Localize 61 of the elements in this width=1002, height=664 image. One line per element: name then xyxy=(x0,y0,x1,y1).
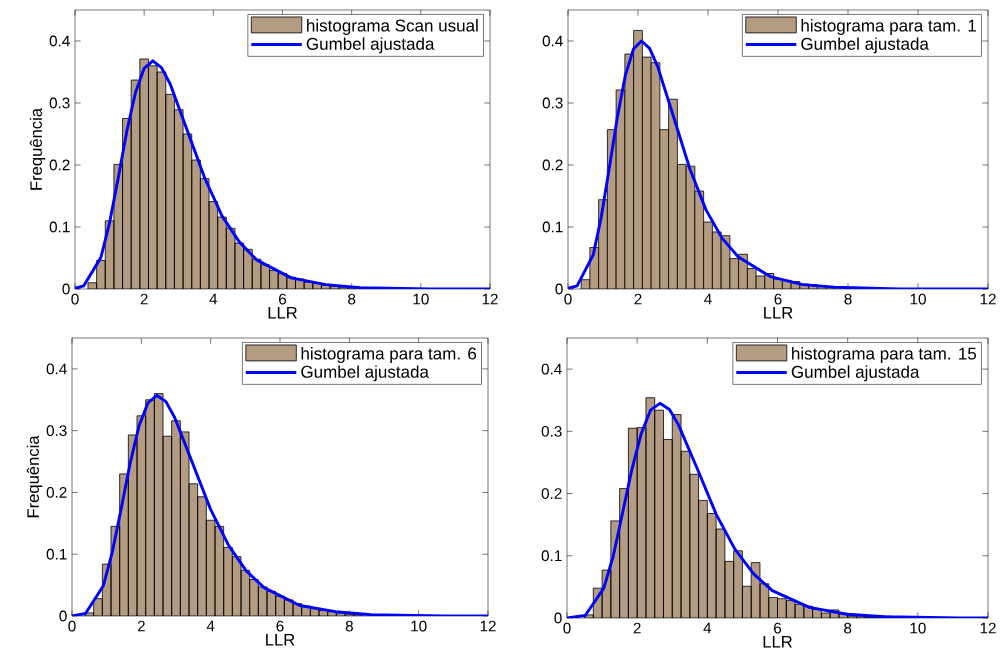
y-tick-label: 0.4 xyxy=(46,363,67,375)
x-tick-label: 2 xyxy=(634,293,642,305)
y-axis-title: Frequência xyxy=(29,107,46,190)
y-tick-label: 0 xyxy=(555,283,563,295)
y-tick-label: 0.2 xyxy=(541,488,562,499)
x-tick-label: 6 xyxy=(276,620,284,632)
x-axis-title: LLR xyxy=(764,306,793,319)
x-tick-label: 6 xyxy=(774,293,782,305)
legend-label: histograma para tam. 15 xyxy=(792,347,977,363)
y-tick-label: 0.3 xyxy=(541,425,562,437)
legend-label: Gumbel ajustada xyxy=(791,365,920,382)
x-tick-label: 4 xyxy=(703,622,712,634)
y-tick-label: 0 xyxy=(554,612,562,624)
y-tick-label: 0.1 xyxy=(542,221,563,233)
x-tick-label: 4 xyxy=(209,293,218,305)
x-tick-label: 8 xyxy=(348,293,356,305)
y-tick-label: 0.3 xyxy=(49,97,70,109)
x-axis-title: LLR xyxy=(268,306,297,319)
x-tick-label: 10 xyxy=(411,620,427,632)
legend-label: histograma Scan usual xyxy=(307,19,478,35)
x-tick-label: 0 xyxy=(71,293,79,305)
x-axis-title: LLR xyxy=(763,635,792,648)
x-tick-label: 8 xyxy=(844,622,852,634)
x-tick-label: 12 xyxy=(482,293,498,305)
y-tick-label: 0.4 xyxy=(541,363,562,375)
y-tick-label: 0 xyxy=(62,283,70,295)
legend-label: histograma para tam. 1 xyxy=(801,19,976,35)
x-tick-label: 2 xyxy=(633,622,641,634)
y-tick-label: 0.4 xyxy=(49,35,70,47)
y-tick-label: 0 xyxy=(59,610,67,622)
x-tick-label: 10 xyxy=(910,622,926,634)
x-tick-label: 4 xyxy=(206,620,215,632)
legend-label: Gumbel ajustada xyxy=(306,37,435,54)
x-tick-label: 12 xyxy=(980,622,996,634)
x-tick-label: 2 xyxy=(140,293,148,305)
x-tick-label: 0 xyxy=(564,293,572,305)
x-tick-label: 8 xyxy=(345,620,353,632)
x-tick-label: 12 xyxy=(980,293,996,305)
legend-label: Gumbel ajustada xyxy=(301,365,429,382)
y-tick-label: 0.1 xyxy=(46,548,67,560)
x-tick-label: 12 xyxy=(480,620,496,632)
x-tick-label: 4 xyxy=(704,293,712,305)
y-tick-label: 0.2 xyxy=(46,487,67,498)
x-tick-label: 6 xyxy=(774,622,782,634)
y-tick-label: 0.1 xyxy=(541,550,562,562)
x-tick-label: 6 xyxy=(279,293,287,305)
legend-label: Gumbel ajustada xyxy=(801,37,929,54)
y-tick-label: 0.1 xyxy=(49,221,70,233)
y-tick-label: 0.2 xyxy=(542,159,563,171)
y-tick-label: 0.3 xyxy=(46,425,67,437)
x-tick-label: 10 xyxy=(413,293,429,305)
y-axis-title: Frequência xyxy=(26,435,43,518)
y-tick-label: 0.3 xyxy=(542,97,563,109)
x-tick-label: 10 xyxy=(910,293,926,305)
x-tick-label: 2 xyxy=(137,620,145,632)
x-tick-label: 8 xyxy=(844,293,852,305)
x-tick-label: 0 xyxy=(563,622,571,634)
y-tick-label: 0.4 xyxy=(542,35,563,47)
legend-label: histograma para tam. 6 xyxy=(301,347,477,363)
y-tick-label: 0.2 xyxy=(49,159,70,171)
x-axis-title: LLR xyxy=(266,633,295,646)
